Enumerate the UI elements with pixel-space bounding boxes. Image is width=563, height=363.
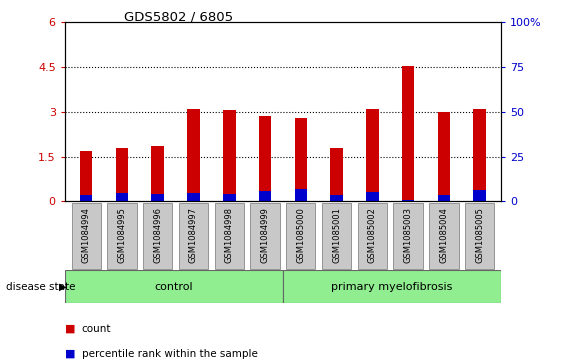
Bar xyxy=(330,147,343,201)
Text: GSM1084994: GSM1084994 xyxy=(82,207,91,262)
Text: GSM1084999: GSM1084999 xyxy=(261,207,270,262)
Text: primary myelofibrosis: primary myelofibrosis xyxy=(331,282,453,292)
Bar xyxy=(151,194,164,201)
Text: count: count xyxy=(82,323,111,334)
FancyBboxPatch shape xyxy=(429,203,458,269)
FancyBboxPatch shape xyxy=(72,203,101,269)
FancyBboxPatch shape xyxy=(143,203,172,269)
Bar xyxy=(116,193,128,201)
FancyBboxPatch shape xyxy=(322,203,351,269)
FancyBboxPatch shape xyxy=(251,203,280,269)
Text: GSM1085005: GSM1085005 xyxy=(475,207,484,262)
FancyBboxPatch shape xyxy=(179,203,208,269)
Bar xyxy=(473,190,486,201)
Bar xyxy=(330,195,343,201)
Bar xyxy=(223,110,235,201)
Bar xyxy=(259,116,271,201)
Text: ▶: ▶ xyxy=(59,282,66,292)
Bar xyxy=(473,109,486,201)
FancyBboxPatch shape xyxy=(215,203,244,269)
Bar xyxy=(402,66,414,201)
Text: GSM1085004: GSM1085004 xyxy=(439,207,448,262)
FancyBboxPatch shape xyxy=(394,203,423,269)
Text: GSM1084998: GSM1084998 xyxy=(225,207,234,262)
Bar xyxy=(366,192,378,201)
Text: control: control xyxy=(154,282,193,292)
Bar xyxy=(80,151,92,201)
Text: ■: ■ xyxy=(65,323,75,334)
Text: GSM1085000: GSM1085000 xyxy=(296,207,305,262)
Bar xyxy=(187,109,200,201)
FancyBboxPatch shape xyxy=(286,203,315,269)
Bar xyxy=(437,195,450,201)
FancyBboxPatch shape xyxy=(108,203,137,269)
Text: GSM1085001: GSM1085001 xyxy=(332,207,341,262)
Text: GSM1084995: GSM1084995 xyxy=(118,207,127,262)
FancyBboxPatch shape xyxy=(65,270,283,303)
Bar xyxy=(259,191,271,201)
FancyBboxPatch shape xyxy=(283,270,501,303)
Bar xyxy=(151,146,164,201)
Text: ■: ■ xyxy=(65,349,75,359)
Bar xyxy=(294,118,307,201)
Bar xyxy=(294,189,307,201)
Text: GSM1085002: GSM1085002 xyxy=(368,207,377,262)
Text: percentile rank within the sample: percentile rank within the sample xyxy=(82,349,257,359)
Bar xyxy=(187,193,200,201)
FancyBboxPatch shape xyxy=(465,203,494,269)
Bar xyxy=(223,194,235,201)
Bar xyxy=(116,147,128,201)
Bar xyxy=(366,109,378,201)
Bar xyxy=(80,195,92,201)
Text: GSM1084997: GSM1084997 xyxy=(189,207,198,262)
Text: GSM1084996: GSM1084996 xyxy=(153,207,162,262)
Text: disease state: disease state xyxy=(6,282,75,292)
Bar xyxy=(402,200,414,201)
Text: GDS5802 / 6805: GDS5802 / 6805 xyxy=(124,11,233,24)
FancyBboxPatch shape xyxy=(358,203,387,269)
Text: GSM1085003: GSM1085003 xyxy=(404,207,413,262)
Bar xyxy=(437,112,450,201)
